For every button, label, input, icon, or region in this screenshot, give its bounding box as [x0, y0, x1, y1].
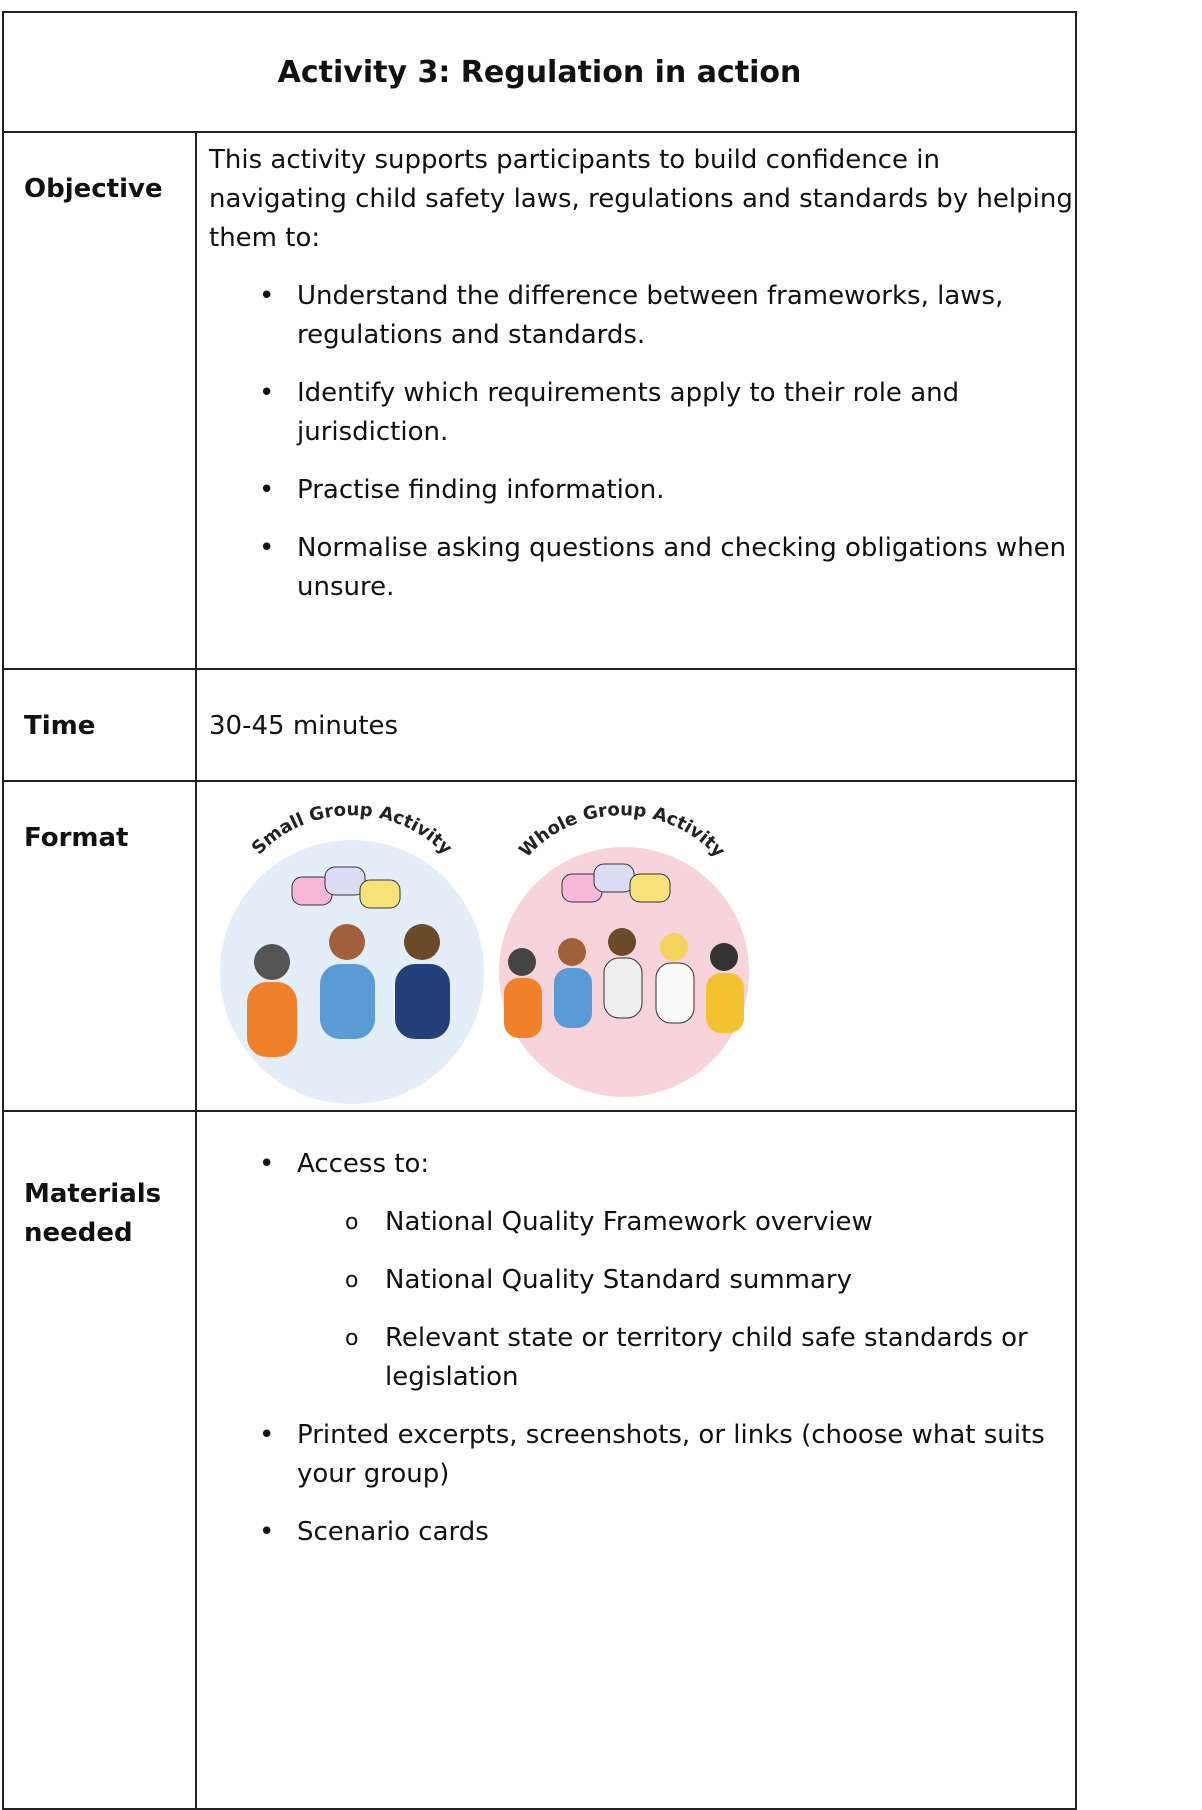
materials-cell: Access to: National Quality Framework ove… [195, 1110, 1077, 1810]
time-text: 30-45 minutes [195, 668, 1077, 782]
speech-bubbles [291, 863, 671, 909]
bullet-item: Scenario cards [209, 1513, 1075, 1552]
bullet-item: Practise finding information. [209, 471, 1075, 510]
people [247, 924, 744, 1057]
bullet-item: Printed excerpts, screenshots, or links … [209, 1416, 1075, 1494]
format-images: Small Group Activity Whole Group Activit… [220, 802, 749, 1104]
bullet-item: Normalise asking questions and checking … [209, 529, 1075, 607]
sub-bullet-item: National Quality Framework overview [209, 1203, 1075, 1242]
title-cell: Activity 3: Regulation in action [2, 11, 1077, 133]
objective-list: Understand the difference between framew… [209, 277, 1075, 607]
objective-intro: This activity supports participants to b… [209, 145, 1073, 253]
page: Activity 3: Regulation in action Objecti… [0, 0, 1202, 1755]
materials-label: Materials needed [2, 1110, 197, 1810]
bullet-item: Understand the difference between framew… [209, 277, 1075, 355]
objective-cell: This activity supports participants to b… [195, 131, 1077, 670]
format-cell: Small Group Activity Whole Group Activit… [195, 780, 1077, 1112]
format-label: Format [2, 780, 197, 1112]
sub-bullet-item: Relevant state or territory child safe s… [209, 1319, 1075, 1397]
materials-list: Access to: National Quality Framework ove… [209, 1145, 1075, 1552]
bullet-item: Access to: [209, 1145, 1075, 1184]
objective-label: Objective [2, 131, 197, 670]
bullet-item: Identify which requirements apply to the… [209, 374, 1075, 452]
title: Activity 3: Regulation in action [277, 54, 802, 90]
sub-bullet-item: National Quality Standard summary [209, 1261, 1075, 1300]
time-label: Time [2, 668, 197, 782]
